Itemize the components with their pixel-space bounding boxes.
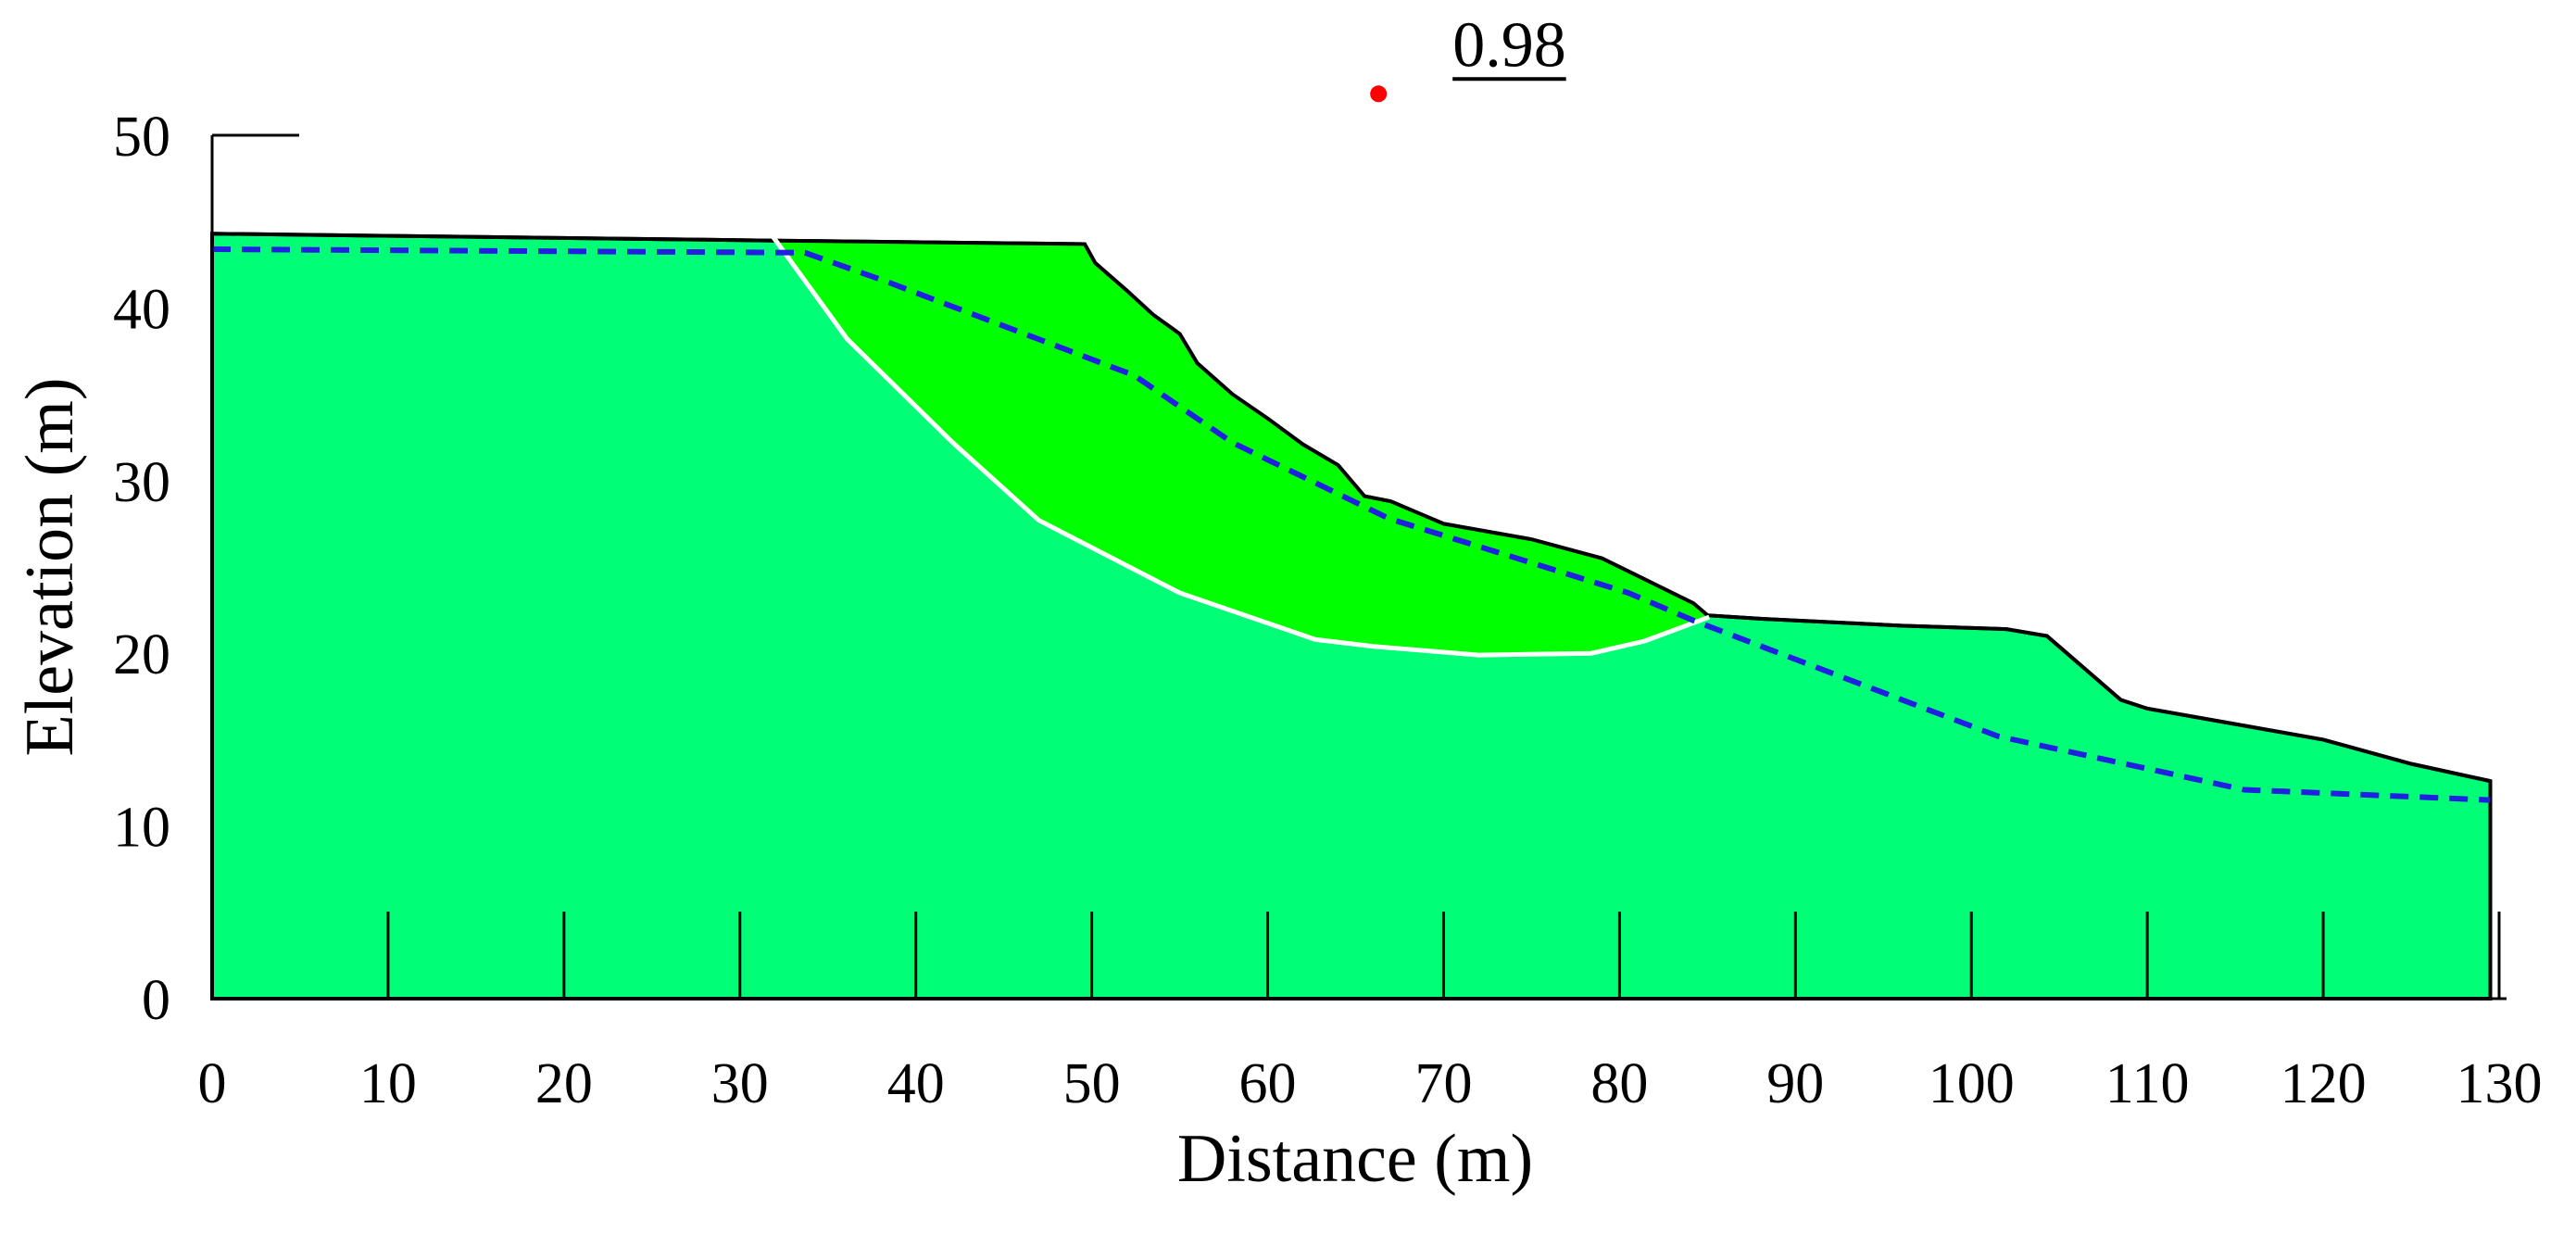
x-tick-label: 30: [711, 1052, 769, 1115]
x-tick-label: 60: [1239, 1052, 1297, 1115]
x-tick-label: 0: [198, 1052, 227, 1115]
water-table: [211, 246, 2491, 803]
x-axis-title: Distance (m): [1177, 1121, 1533, 1197]
y-tick-label: 40: [113, 278, 170, 341]
y-tick-label: 30: [113, 451, 170, 514]
x-tick-label: 110: [2105, 1052, 2190, 1115]
x-tick-label: 90: [1766, 1052, 1824, 1115]
y-tick-label: 10: [113, 797, 170, 860]
x-tick-label: 100: [1929, 1052, 2015, 1115]
factor-of-safety: 0.98: [1452, 9, 1566, 81]
x-tick-label: 80: [1590, 1052, 1648, 1115]
x-tick-label: 20: [535, 1052, 593, 1115]
x-tick-label: 130: [2457, 1052, 2543, 1115]
x-tick-label: 70: [1414, 1052, 1472, 1115]
critical-center: [1370, 85, 1388, 103]
y-tick-label: 0: [142, 969, 170, 1032]
x-tick-label: 120: [2281, 1052, 2367, 1115]
ground-surface: [211, 232, 2491, 784]
y-tick-label: 20: [113, 623, 170, 686]
y-axis-title: Elevation (m): [12, 378, 88, 757]
y-tick-label: 50: [113, 106, 170, 169]
x-tick-label: 50: [1063, 1052, 1121, 1115]
slip-surface: [771, 235, 1711, 658]
x-tick-label: 10: [359, 1052, 417, 1115]
x-tick-label: 40: [887, 1052, 945, 1115]
